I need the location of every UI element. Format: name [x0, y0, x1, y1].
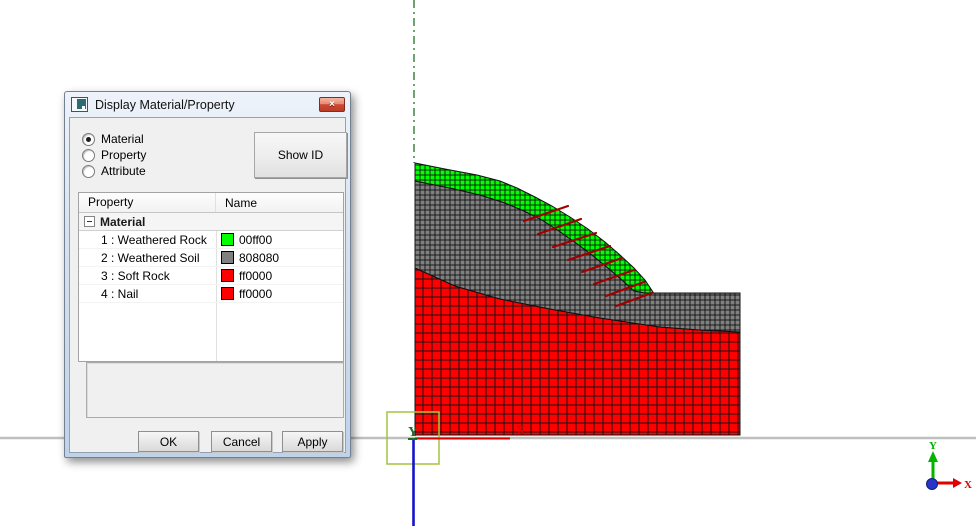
radio-material[interactable]: Material — [82, 131, 146, 147]
triad-x-label: X — [964, 479, 972, 491]
table-row-soft-rock[interactable]: 3 : Soft Rock ff0000 — [79, 267, 343, 285]
table-row-nail[interactable]: 4 : Nail ff0000 — [79, 285, 343, 303]
table-header-row: Property Name — [79, 193, 343, 213]
material-name: 3 : Soft Rock — [101, 268, 170, 283]
close-button[interactable]: × — [319, 97, 345, 112]
nail-line — [536, 217, 583, 236]
radio-attribute[interactable]: Attribute — [82, 163, 146, 179]
dialog-titlebar[interactable]: Display Material/Property × — [65, 92, 350, 117]
radio-attribute-label: Attribute — [101, 164, 146, 178]
origin-y-axis-label: Y — [408, 425, 418, 440]
dialog-window-icon — [71, 97, 88, 112]
color-swatch — [221, 251, 234, 264]
color-hex-value: 808080 — [239, 250, 280, 265]
column-header-name[interactable]: Name — [225, 195, 258, 210]
column-header-property[interactable]: Property — [79, 193, 216, 212]
material-color-cell: ff0000 — [216, 285, 343, 302]
radio-property-label: Property — [101, 148, 147, 162]
dialog-client-area: Material Property Attribute Show ID Prop… — [69, 117, 347, 453]
color-swatch — [221, 269, 234, 282]
triad-origin-hub — [926, 478, 938, 490]
dialog-title: Display Material/Property — [95, 97, 235, 112]
material-color-cell: 00ff00 — [216, 231, 343, 248]
nail-line — [592, 268, 636, 286]
nail-line — [604, 280, 646, 298]
ok-button[interactable]: OK — [138, 431, 199, 452]
color-hex-value: ff0000 — [239, 286, 273, 301]
close-icon: × — [329, 99, 335, 110]
radio-property[interactable]: Property — [82, 147, 146, 163]
collapse-icon[interactable] — [84, 216, 95, 227]
nail-line — [522, 204, 570, 223]
origin-axes: X Y — [408, 422, 526, 526]
group-label: Material — [100, 214, 146, 229]
triad-y-label: Y — [929, 440, 937, 452]
property-table: Property Name Material 1 : Weathered Roc… — [78, 192, 344, 362]
material-name: 1 : Weathered Rock — [101, 232, 207, 247]
radio-button-icon — [82, 164, 95, 178]
material-name: 4 : Nail — [101, 286, 139, 301]
material-color-cell: 808080 — [216, 249, 343, 266]
material-group-row[interactable]: Material — [79, 213, 343, 231]
nail-line — [566, 244, 612, 262]
triad-y-arrowhead — [928, 451, 938, 462]
nail-line — [580, 256, 624, 274]
apply-button[interactable]: Apply — [282, 431, 343, 452]
color-swatch — [221, 233, 234, 246]
radio-button-icon — [82, 132, 95, 146]
material-color-cell: ff0000 — [216, 267, 343, 284]
radio-button-icon — [82, 148, 95, 162]
origin-x-axis-label: X — [516, 422, 526, 437]
color-hex-value: 00ff00 — [239, 232, 273, 247]
show-id-button[interactable]: Show ID — [254, 132, 347, 178]
soil-nails — [522, 204, 654, 308]
display-material-property-dialog: Display Material/Property × Material Pro… — [64, 91, 351, 458]
description-box — [86, 362, 344, 418]
table-empty-area — [79, 303, 343, 361]
cancel-button[interactable]: Cancel — [211, 431, 272, 452]
color-hex-value: ff0000 — [239, 268, 273, 283]
material-name: 2 : Weathered Soil — [101, 250, 200, 265]
view-triad: Y X — [926, 440, 972, 491]
table-row-weathered-soil[interactable]: 2 : Weathered Soil 808080 — [79, 249, 343, 267]
display-mode-radio-group: Material Property Attribute — [82, 131, 146, 179]
nail-line — [551, 231, 598, 249]
triad-x-arrowhead — [953, 478, 962, 488]
nail-line — [614, 291, 654, 308]
radio-material-label: Material — [101, 132, 144, 146]
color-swatch — [221, 287, 234, 300]
table-row-weathered-rock[interactable]: 1 : Weathered Rock 00ff00 — [79, 231, 343, 249]
